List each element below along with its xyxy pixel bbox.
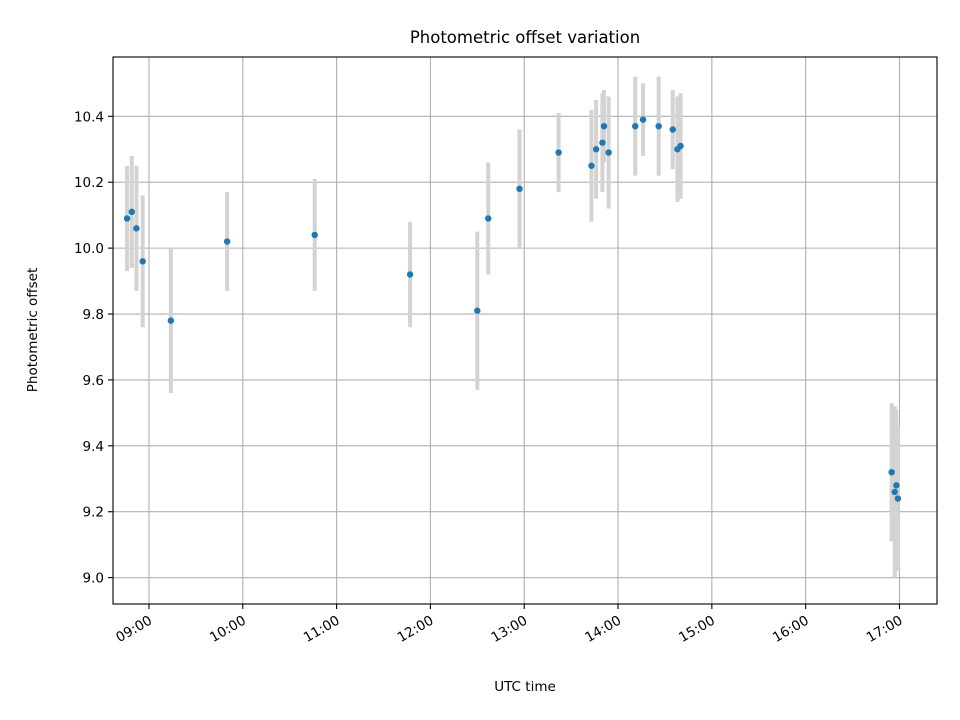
data-point (516, 185, 523, 193)
data-point (128, 208, 135, 216)
data-point (599, 139, 606, 146)
data-point (406, 271, 414, 278)
y-tick-label: 9.6 (83, 373, 104, 389)
data-point (600, 122, 608, 130)
y-tick-label: 10.0 (74, 241, 104, 257)
grid (113, 57, 937, 604)
data-point (311, 231, 318, 239)
data-point (133, 225, 140, 232)
y-axis-ticks: 9.0 9.2 9.4 9.6 9.8 10.0 10.2 10.4 (74, 109, 113, 587)
y-tick-label: 9.0 (83, 571, 104, 587)
data-point (669, 126, 676, 133)
data-point (632, 122, 639, 130)
data-point (555, 149, 562, 156)
data-point (894, 495, 902, 502)
data-point (891, 488, 898, 496)
data-point (605, 149, 612, 156)
data-point (639, 116, 647, 123)
data-point (474, 307, 481, 314)
data-point (588, 162, 595, 169)
y-tick-label: 10.2 (74, 175, 104, 191)
data-point (592, 146, 600, 153)
plot-area (113, 57, 937, 604)
data-point (485, 215, 492, 222)
y-tick-label: 9.2 (83, 505, 104, 521)
data-point (655, 122, 662, 130)
data-point (139, 258, 146, 265)
y-tick-label: 9.4 (83, 439, 104, 455)
data-point (888, 468, 895, 476)
y-tick-label: 10.4 (74, 109, 104, 125)
data-points (123, 116, 902, 502)
data-point (123, 215, 131, 222)
y-axis-label: Photometric offset (25, 268, 41, 392)
chart-title: Photometric offset variation (410, 28, 640, 47)
x-axis-label: UTC time (494, 679, 556, 695)
data-point (223, 238, 231, 245)
y-tick-label: 9.8 (83, 307, 104, 323)
data-point (893, 482, 900, 489)
data-point (167, 317, 175, 324)
axes-frame (112, 56, 938, 605)
data-point (677, 142, 684, 150)
